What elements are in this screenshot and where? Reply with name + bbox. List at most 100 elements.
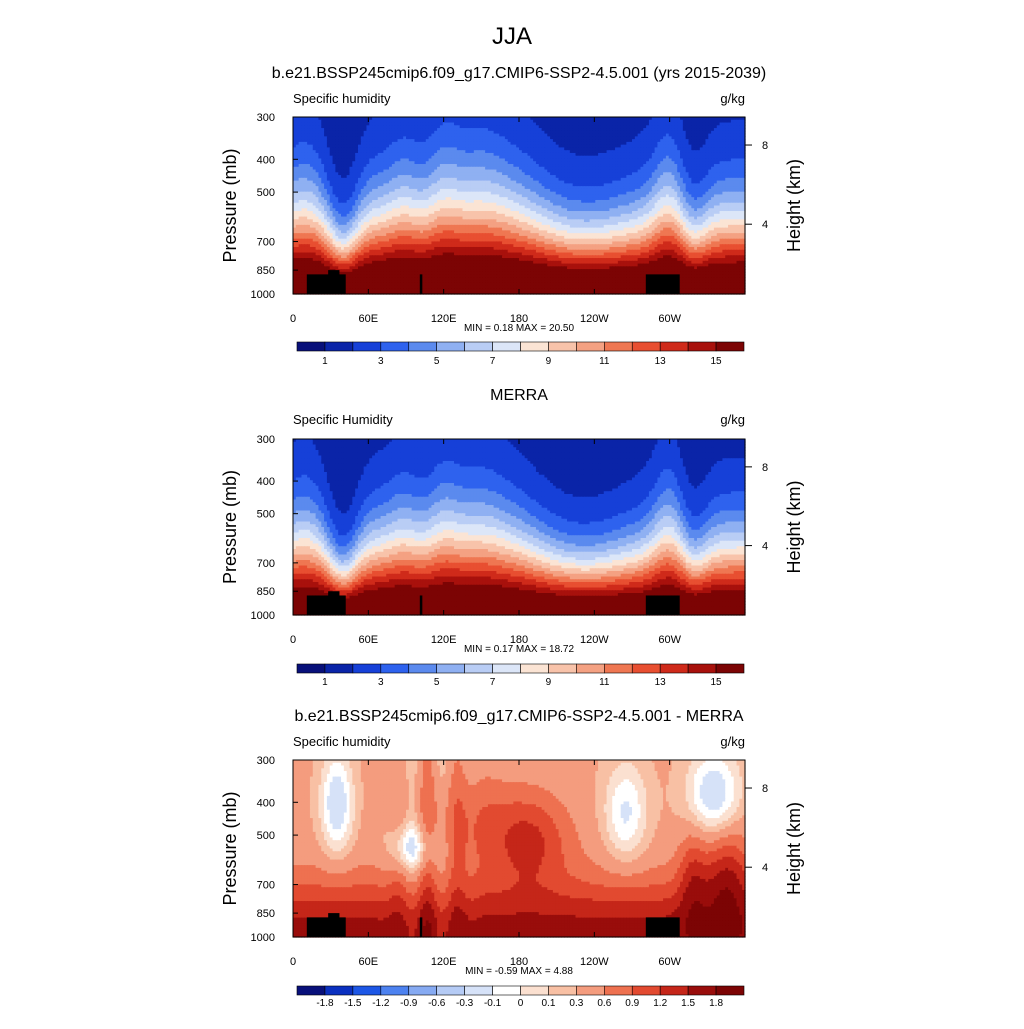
x-tick-label: 60W — [658, 634, 681, 646]
colorbar-box — [576, 986, 604, 995]
y-tick-label: 850 — [257, 908, 275, 920]
colorbar-label: -1.8 — [316, 998, 334, 1009]
stats-text: MIN = -0.59 MAX = 4.88 — [465, 966, 573, 977]
panel-title: b.e21.BSSP245cmip6.f09_g17.CMIP6-SSP2-4.… — [294, 708, 743, 725]
y2-tick-label: 8 — [762, 140, 768, 152]
x-tick-label: 0 — [290, 956, 296, 968]
y-axis-label: Pressure (mb) — [220, 148, 240, 262]
panel-3: b.e21.BSSP245cmip6.f09_g17.CMIP6-SSP2-4.… — [220, 708, 804, 1009]
y2-axis-label: Height (km) — [784, 802, 804, 895]
land-mask — [646, 274, 680, 294]
stats-text: MIN = 0.17 MAX = 18.72 — [464, 644, 574, 655]
y-tick-label: 500 — [257, 187, 275, 199]
colorbar-label: -0.9 — [400, 998, 418, 1009]
colorbar-box — [381, 986, 409, 995]
colorbar-label: -0.6 — [428, 998, 446, 1009]
colorbar-box — [688, 664, 716, 673]
y-tick-label: 850 — [257, 265, 275, 277]
panel-units-label: g/kg — [720, 91, 745, 106]
panel-1: b.e21.BSSP245cmip6.f09_g17.CMIP6-SSP2-4.… — [220, 65, 804, 367]
colorbar-box — [632, 986, 660, 995]
colorbar-box — [716, 664, 744, 673]
colorbar-box — [660, 986, 688, 995]
colorbar-label: 1 — [322, 356, 328, 367]
colorbar-box — [381, 664, 409, 673]
colorbar-box — [381, 342, 409, 351]
colorbar-label: 0 — [518, 998, 524, 1009]
colorbar-label: 3 — [378, 356, 384, 367]
colorbar-box — [688, 342, 716, 351]
land-mask — [646, 917, 680, 937]
colorbar-box — [632, 664, 660, 673]
colorbar-box — [353, 986, 381, 995]
colorbar-box — [521, 342, 549, 351]
y-tick-label: 700 — [257, 880, 275, 892]
y-tick-label: 700 — [257, 237, 275, 249]
y-tick-label: 1000 — [251, 289, 275, 301]
colorbar-box — [465, 986, 493, 995]
colorbar-label: 9 — [546, 677, 552, 688]
x-tick-label: 120W — [580, 634, 609, 646]
colorbar-label: -0.3 — [456, 998, 474, 1009]
colorbar-box — [493, 664, 521, 673]
x-tick-label: 120W — [580, 313, 609, 325]
y-tick-label: 400 — [257, 797, 275, 809]
colorbar-label: 7 — [490, 677, 496, 688]
x-tick-label: 60E — [359, 956, 379, 968]
colorbar-label: 11 — [599, 677, 610, 688]
colorbar-box — [521, 986, 549, 995]
colorbar-box — [409, 664, 437, 673]
figure-title: JJA — [492, 23, 532, 50]
colorbar-box — [437, 986, 465, 995]
colorbar-label: -1.2 — [372, 998, 390, 1009]
y-axis-label: Pressure (mb) — [220, 470, 240, 584]
y-tick-label: 400 — [257, 154, 275, 166]
y2-tick-label: 4 — [762, 862, 768, 874]
land-mask — [420, 917, 423, 937]
panel-variable-label: Specific humidity — [293, 91, 391, 106]
colorbar-box — [660, 664, 688, 673]
x-tick-label: 120E — [431, 634, 457, 646]
colorbar-box — [576, 342, 604, 351]
field-raster — [293, 439, 746, 616]
land-mask — [307, 595, 346, 615]
y2-axis-label: Height (km) — [784, 159, 804, 252]
colorbar-box — [716, 986, 744, 995]
y-tick-label: 500 — [257, 830, 275, 842]
panel-variable-label: Specific humidity — [293, 734, 391, 749]
colorbar-label: 1.2 — [653, 998, 667, 1009]
colorbar-box — [465, 342, 493, 351]
y-tick-label: 1000 — [251, 932, 275, 944]
field-raster — [293, 760, 746, 938]
y-tick-label: 400 — [257, 476, 275, 488]
y-tick-label: 700 — [257, 558, 275, 570]
colorbar-label: 1 — [322, 677, 328, 688]
colorbar-label: -0.1 — [484, 998, 502, 1009]
field-raster — [293, 117, 746, 295]
colorbar-label: 0.6 — [597, 998, 611, 1009]
y-tick-label: 300 — [257, 755, 275, 767]
colorbar-box — [437, 342, 465, 351]
colorbar-box — [548, 986, 576, 995]
colorbar-box — [493, 986, 521, 995]
colorbar-box — [604, 342, 632, 351]
x-tick-label: 120E — [431, 956, 457, 968]
land-mask — [646, 595, 680, 615]
land-mask — [420, 274, 423, 294]
colorbar-label: 0.9 — [625, 998, 639, 1009]
panel-variable-label: Specific Humidity — [293, 412, 393, 427]
colorbar-box — [604, 986, 632, 995]
land-mask — [420, 595, 423, 615]
colorbar-label: 1.5 — [681, 998, 695, 1009]
panel-title: MERRA — [490, 387, 548, 404]
colorbar-box — [409, 986, 437, 995]
colorbar-label: 5 — [434, 677, 440, 688]
colorbar-box — [297, 664, 325, 673]
colorbar-box — [632, 342, 660, 351]
colorbar-box — [493, 342, 521, 351]
x-tick-label: 60E — [359, 313, 379, 325]
